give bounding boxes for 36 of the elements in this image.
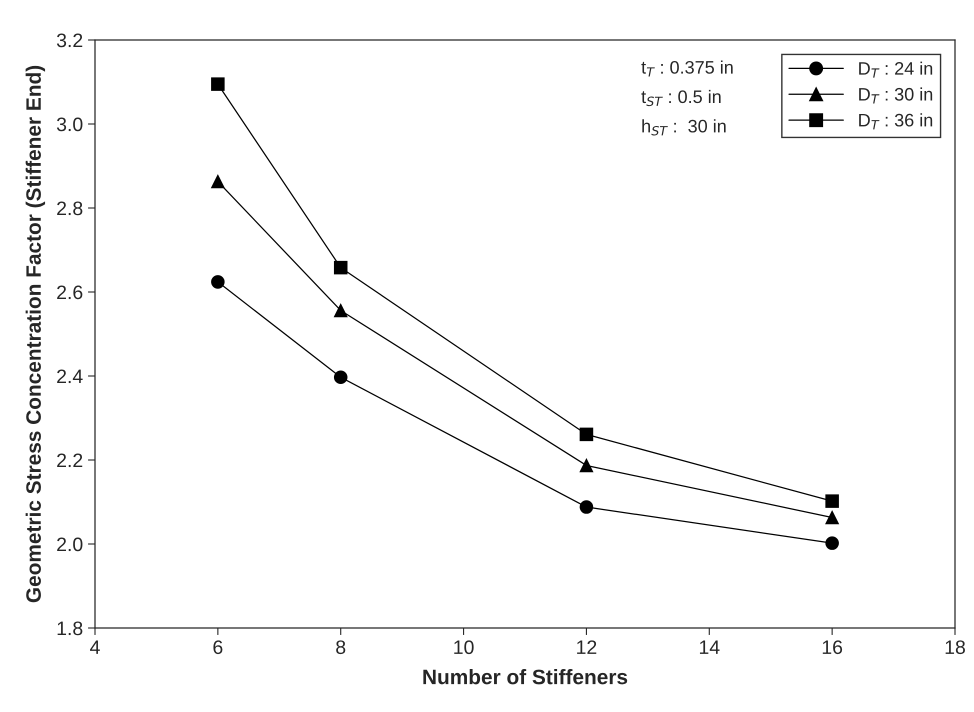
point <box>211 174 225 188</box>
point <box>211 77 225 91</box>
x-axis-title: Number of Stiffeners <box>423 669 628 684</box>
annotation: h$_{ST}$ : 30 in <box>642 119 726 136</box>
y-tick-label: 2.0 <box>57 537 82 552</box>
x-tick-label: 16 <box>822 640 842 654</box>
point <box>580 458 594 472</box>
y-tick-label: 2.4 <box>57 369 83 384</box>
x-tick-label: 10 <box>454 640 474 654</box>
point <box>580 500 594 514</box>
legend-label: D$_{T}$ : 36 in <box>859 113 932 130</box>
y-tick-label: 2.6 <box>57 285 82 300</box>
point <box>211 275 225 289</box>
x-tick-label: 6 <box>213 640 222 654</box>
y-axis-title: Geometric Stress Concentration Factor (Stiffener End) <box>26 66 46 602</box>
point <box>825 510 839 524</box>
y-tick-label: 2.2 <box>57 453 82 468</box>
y-tick-label: 3.0 <box>56 117 82 132</box>
y-tick-label: 1.8 <box>58 621 82 636</box>
point <box>580 428 594 442</box>
point <box>334 260 348 274</box>
annotation: t$_{T}$ : 0.375 in <box>641 60 733 77</box>
y-tick-label: 2.8 <box>57 201 82 216</box>
point <box>334 304 348 318</box>
x-tick-label: 8 <box>336 640 346 654</box>
x-tick-label: 18 <box>946 640 965 654</box>
point <box>825 536 839 550</box>
x-tick-label: 14 <box>700 640 720 654</box>
x-tick-label: 4 <box>90 640 100 654</box>
point <box>825 494 839 508</box>
y-tick-label: 3.2 <box>56 33 82 48</box>
x-tick-label: 12 <box>577 640 596 654</box>
annotation: t$_{ST}$ : 0.5 in <box>641 90 721 106</box>
point <box>334 370 348 384</box>
legend-label: D$_{T}$ : 24 in <box>859 62 932 78</box>
legend-label: D$_{T}$ : 30 in <box>859 87 932 104</box>
